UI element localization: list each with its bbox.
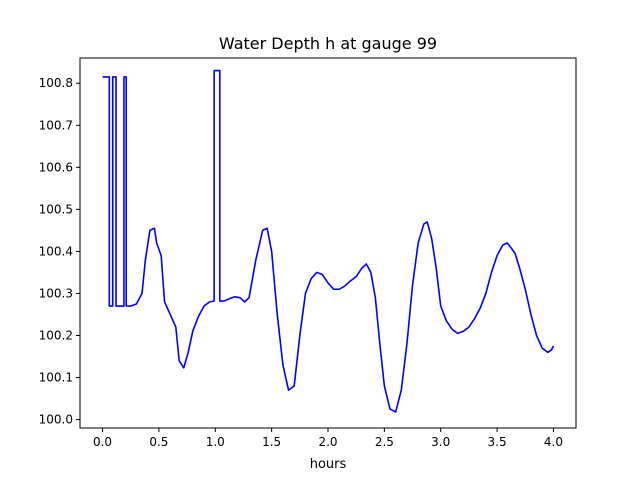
series-layer [102, 69, 555, 413]
x-tick-label: 2.0 [318, 435, 337, 449]
x-tick-label: 1.5 [262, 435, 281, 449]
y-tick-label: 100.4 [39, 244, 73, 258]
x-tick-label: 3.0 [431, 435, 450, 449]
y-tick-label: 100.6 [39, 160, 73, 174]
y-axis: 100.0 100.1 100.2 100.3 100.4 100.5 100.6 100.7… [39, 76, 80, 427]
x-axis: 0.0 0.5 1.0 1.5 2.0 2.5 3.0 3.5 4.0 [93, 428, 563, 449]
y-tick-label: 100.3 [39, 286, 73, 300]
y-tick-label: 100.2 [39, 329, 73, 343]
x-tick-label: 0.5 [149, 435, 168, 449]
chart-title: Water Depth h at gauge 99 [219, 34, 437, 53]
x-tick-label: 3.5 [488, 435, 507, 449]
y-tick-label: 100.1 [39, 371, 73, 385]
y-tick-label: 100.5 [39, 202, 73, 216]
x-axis-label: hours [310, 457, 347, 472]
x-tick-label: 2.5 [375, 435, 394, 449]
y-tick-label: 100.0 [39, 413, 73, 427]
x-tick-label: 4.0 [544, 435, 563, 449]
y-tick-label: 100.7 [39, 118, 73, 132]
series-line-0 [102, 69, 555, 413]
x-tick-label: 1.0 [206, 435, 225, 449]
x-tick-label: 0.0 [93, 435, 112, 449]
y-tick-label: 100.8 [39, 76, 73, 90]
